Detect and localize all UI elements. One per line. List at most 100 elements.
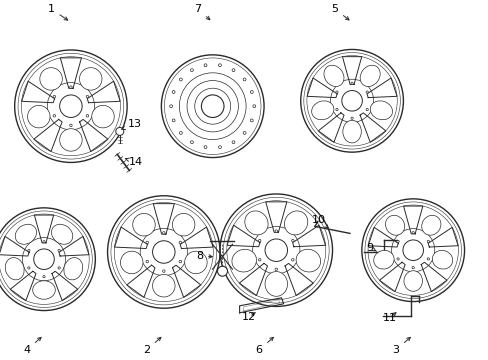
Circle shape	[190, 141, 193, 144]
Circle shape	[274, 268, 277, 271]
Circle shape	[69, 86, 72, 88]
Text: 12: 12	[242, 312, 256, 322]
Circle shape	[427, 240, 428, 243]
Circle shape	[264, 239, 287, 261]
Text: 4: 4	[23, 337, 41, 355]
Circle shape	[179, 241, 181, 244]
Circle shape	[411, 266, 413, 269]
Ellipse shape	[264, 271, 287, 296]
Circle shape	[152, 241, 175, 263]
Text: 1: 1	[48, 4, 67, 20]
Circle shape	[350, 117, 352, 120]
Text: 7: 7	[194, 4, 209, 20]
Circle shape	[218, 64, 221, 67]
Ellipse shape	[152, 274, 175, 297]
Circle shape	[58, 249, 60, 252]
Ellipse shape	[15, 224, 37, 244]
Circle shape	[190, 69, 193, 72]
Circle shape	[243, 78, 245, 81]
Circle shape	[243, 131, 245, 134]
Circle shape	[217, 266, 227, 276]
Ellipse shape	[373, 250, 393, 269]
Text: 14: 14	[125, 157, 142, 167]
Circle shape	[232, 141, 234, 144]
Circle shape	[60, 95, 82, 117]
Circle shape	[427, 258, 428, 260]
Text: 8: 8	[196, 251, 212, 261]
Circle shape	[34, 249, 54, 270]
Circle shape	[86, 114, 88, 117]
Ellipse shape	[244, 211, 267, 235]
Ellipse shape	[33, 281, 55, 299]
Circle shape	[203, 146, 206, 149]
Circle shape	[43, 240, 45, 243]
Ellipse shape	[132, 213, 155, 236]
Text: 2: 2	[143, 337, 161, 355]
Ellipse shape	[403, 271, 422, 291]
Ellipse shape	[296, 249, 320, 272]
Text: 3: 3	[392, 337, 409, 355]
Circle shape	[162, 270, 165, 273]
Ellipse shape	[369, 101, 392, 120]
Circle shape	[69, 124, 72, 127]
Circle shape	[411, 231, 413, 234]
Text: 6: 6	[255, 337, 273, 355]
Circle shape	[179, 260, 181, 263]
Ellipse shape	[64, 258, 82, 280]
Circle shape	[341, 90, 362, 111]
Ellipse shape	[385, 215, 404, 235]
Circle shape	[250, 119, 253, 122]
Circle shape	[232, 69, 234, 72]
Circle shape	[28, 249, 30, 252]
Ellipse shape	[120, 251, 142, 274]
Circle shape	[86, 95, 88, 98]
Circle shape	[28, 267, 30, 269]
Ellipse shape	[40, 68, 62, 90]
Ellipse shape	[27, 105, 50, 128]
Circle shape	[250, 90, 253, 93]
Circle shape	[291, 239, 293, 242]
Ellipse shape	[92, 105, 114, 128]
Ellipse shape	[80, 68, 102, 90]
Circle shape	[258, 239, 261, 242]
Ellipse shape	[60, 129, 82, 151]
Circle shape	[258, 258, 261, 261]
Ellipse shape	[360, 65, 379, 86]
Circle shape	[179, 131, 182, 134]
Circle shape	[179, 78, 182, 81]
Circle shape	[291, 258, 293, 261]
Circle shape	[218, 146, 221, 149]
Circle shape	[116, 127, 123, 135]
Circle shape	[402, 240, 423, 261]
Text: 9: 9	[366, 243, 376, 253]
Ellipse shape	[311, 101, 333, 120]
Circle shape	[252, 105, 255, 108]
Text: 11: 11	[382, 312, 396, 323]
Circle shape	[53, 95, 56, 98]
Ellipse shape	[172, 213, 195, 236]
Circle shape	[172, 119, 175, 122]
Circle shape	[335, 108, 337, 111]
Circle shape	[172, 90, 175, 93]
Circle shape	[43, 275, 45, 278]
Text: 10: 10	[311, 215, 327, 228]
Text: 5: 5	[331, 4, 348, 20]
Circle shape	[274, 230, 277, 232]
Ellipse shape	[231, 249, 256, 272]
Circle shape	[396, 240, 398, 243]
Circle shape	[169, 105, 172, 108]
Ellipse shape	[421, 215, 440, 235]
Circle shape	[146, 241, 148, 244]
Ellipse shape	[324, 65, 343, 86]
Ellipse shape	[5, 258, 24, 280]
Ellipse shape	[284, 211, 307, 235]
Circle shape	[203, 64, 206, 67]
Circle shape	[146, 260, 148, 263]
Circle shape	[335, 91, 337, 93]
Circle shape	[53, 114, 56, 117]
Ellipse shape	[431, 250, 452, 269]
Circle shape	[366, 91, 367, 93]
Circle shape	[350, 82, 352, 85]
Circle shape	[162, 231, 165, 234]
Ellipse shape	[342, 120, 361, 143]
